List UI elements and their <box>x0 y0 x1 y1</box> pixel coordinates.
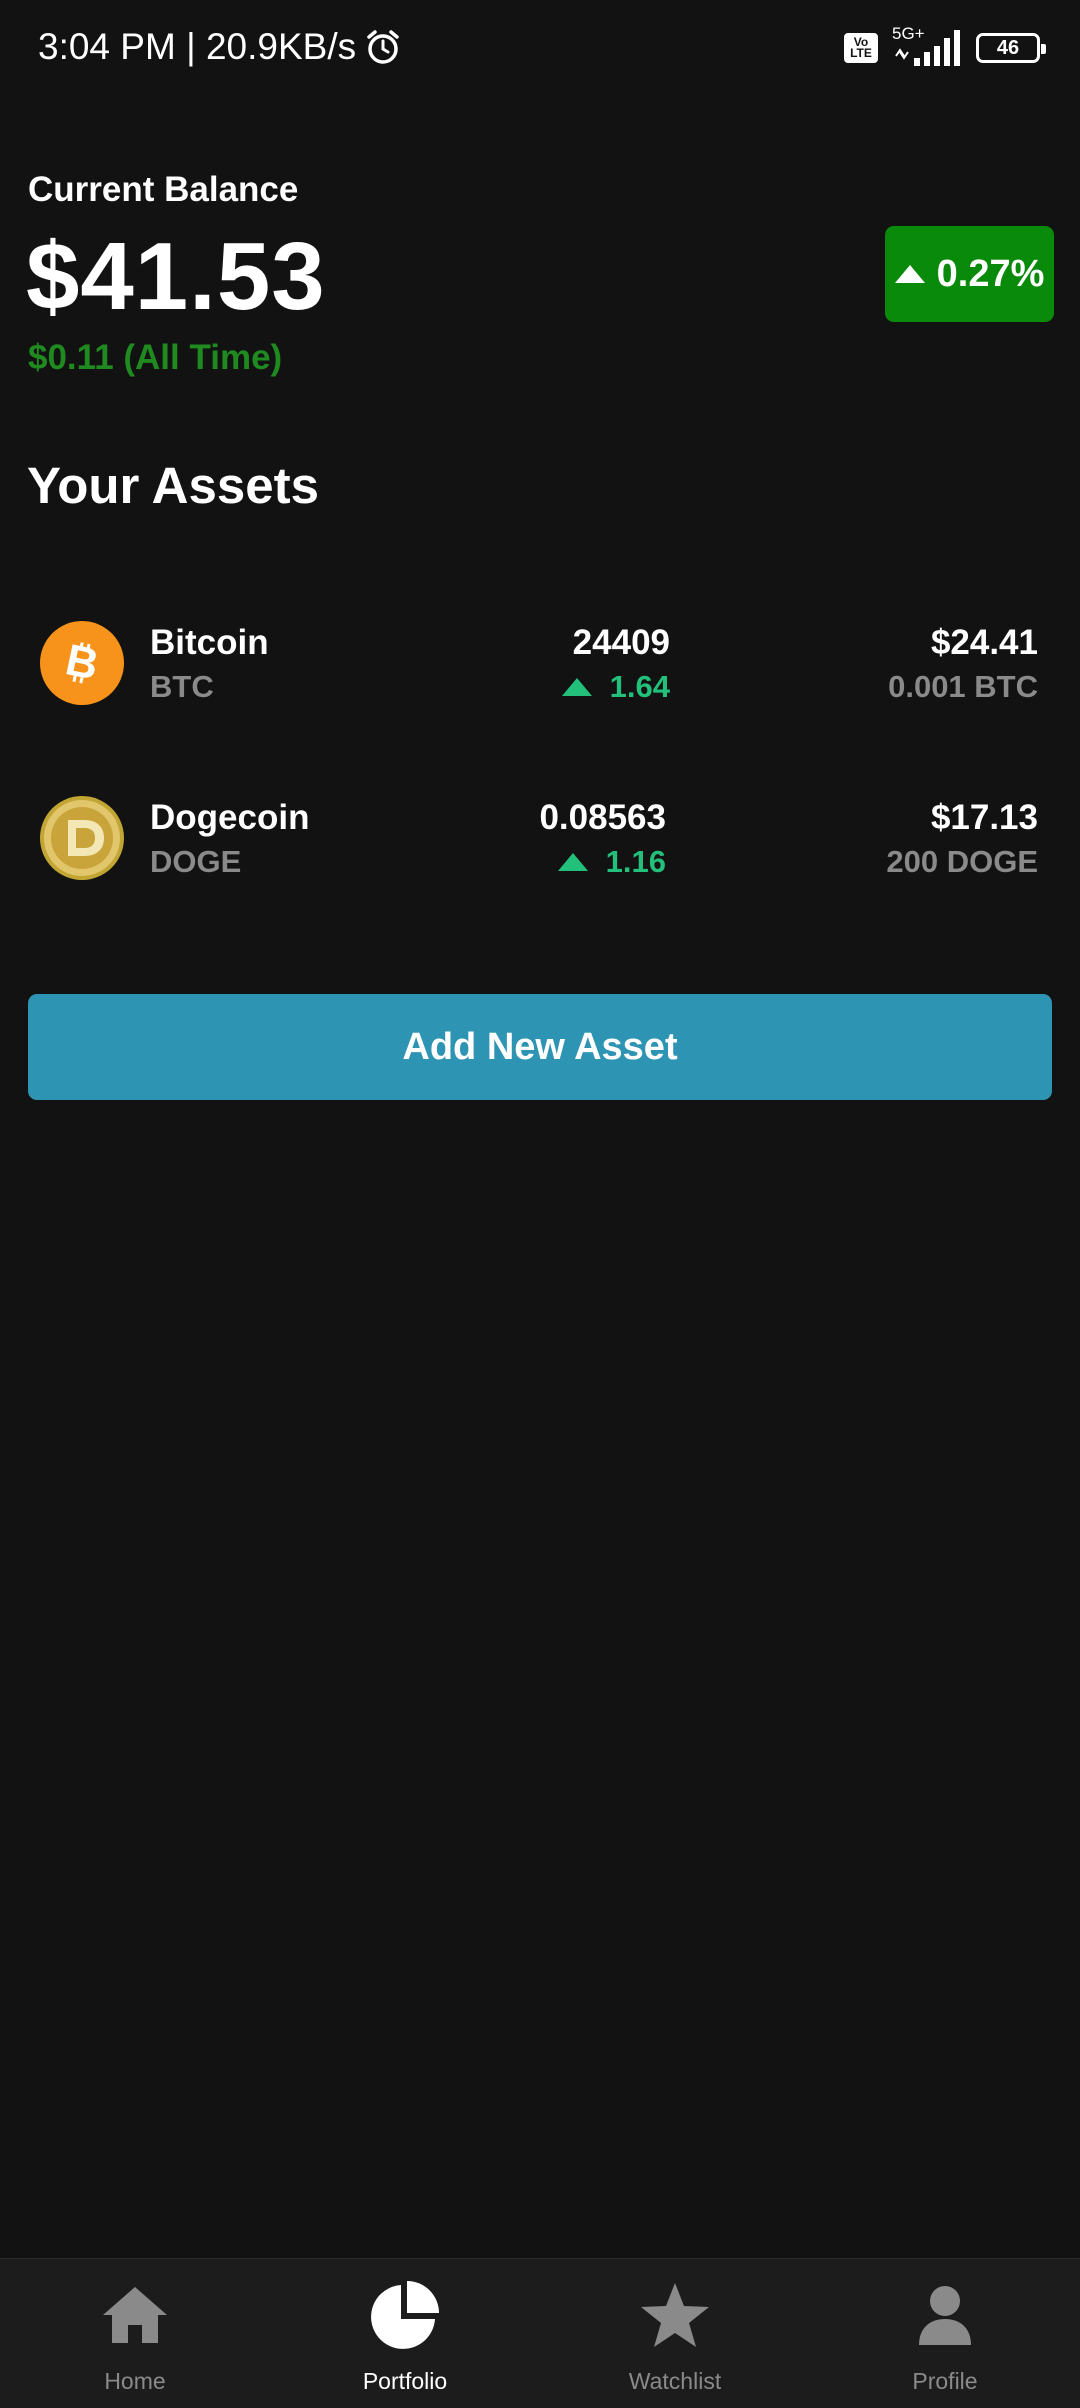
nav-label-watchlist: Watchlist <box>628 2368 722 2394</box>
nav-item-home[interactable]: Home <box>0 2259 270 2408</box>
status-bar: 3:04 PM | 20.9KB/s Vo LTE 5G+ 4 <box>0 0 1080 100</box>
asset-price: 24409 <box>572 623 670 662</box>
asset-name: Bitcoin <box>150 623 269 662</box>
asset-holding: 0.001 BTC <box>888 669 1038 704</box>
arrow-up-icon <box>894 265 925 283</box>
asset-name: Dogecoin <box>150 798 310 837</box>
current-balance-value: $41.53 <box>26 223 326 330</box>
asset-holding: 200 DOGE <box>886 844 1038 879</box>
nav-label-profile: Profile <box>912 2368 978 2394</box>
asset-row-bitcoin[interactable]: B Bitcoin BTC 24409 1.64 $24.41 0.001 BT… <box>0 595 1080 735</box>
asset-price: 0.08563 <box>539 798 666 837</box>
nav-label-home: Home <box>104 2368 166 2394</box>
dogecoin-icon <box>40 796 124 880</box>
status-left: 3:04 PM | 20.9KB/s <box>38 26 402 68</box>
asset-symbol: BTC <box>150 669 214 704</box>
asset-value: $24.41 <box>930 623 1038 662</box>
volte-icon: Vo LTE <box>844 33 878 63</box>
percent-change-badge: 0.27% <box>885 226 1054 322</box>
asset-price-change-value: 1.16 <box>605 844 666 879</box>
star-icon <box>641 2283 709 2347</box>
arrow-up-icon <box>557 853 588 871</box>
nav-label-portfolio: Portfolio <box>362 2368 448 2394</box>
asset-price-change-value: 1.64 <box>609 669 670 704</box>
battery-icon: 46 <box>976 33 1046 63</box>
pie-chart-icon <box>371 2281 439 2349</box>
alarm-icon <box>367 30 399 64</box>
network-type: 5G+ <box>892 24 925 43</box>
asset-price-change: 1.16 <box>557 844 666 880</box>
status-time-speed: 3:04 PM | 20.9KB/s <box>38 26 357 67</box>
arrow-up-icon <box>561 678 592 696</box>
signal-icon: 5G+ <box>892 24 962 68</box>
asset-value: $17.13 <box>930 798 1038 837</box>
asset-row-dogecoin[interactable]: Dogecoin DOGE 0.08563 1.16 $17.13 200 DO… <box>0 770 1080 910</box>
bitcoin-icon: B <box>40 621 124 705</box>
all-time-change: $0.11 (All Time) <box>28 338 283 377</box>
asset-price-change: 1.64 <box>561 669 670 705</box>
status-right: Vo LTE 5G+ 46 <box>844 24 1046 68</box>
nav-item-watchlist[interactable]: Watchlist <box>540 2259 810 2408</box>
nav-item-portfolio[interactable]: Portfolio <box>270 2259 540 2408</box>
add-new-asset-button[interactable]: Add New Asset <box>28 994 1052 1100</box>
percent-change-value: 0.27% <box>936 252 1045 295</box>
home-icon <box>103 2287 167 2343</box>
your-assets-heading: Your Assets <box>27 457 319 514</box>
user-icon <box>919 2286 971 2345</box>
bottom-navigation: Home Portfolio Watchlist Profile <box>0 2258 1080 2408</box>
asset-symbol: DOGE <box>150 844 242 879</box>
nav-item-profile[interactable]: Profile <box>810 2259 1080 2408</box>
current-balance-label: Current Balance <box>28 170 299 209</box>
